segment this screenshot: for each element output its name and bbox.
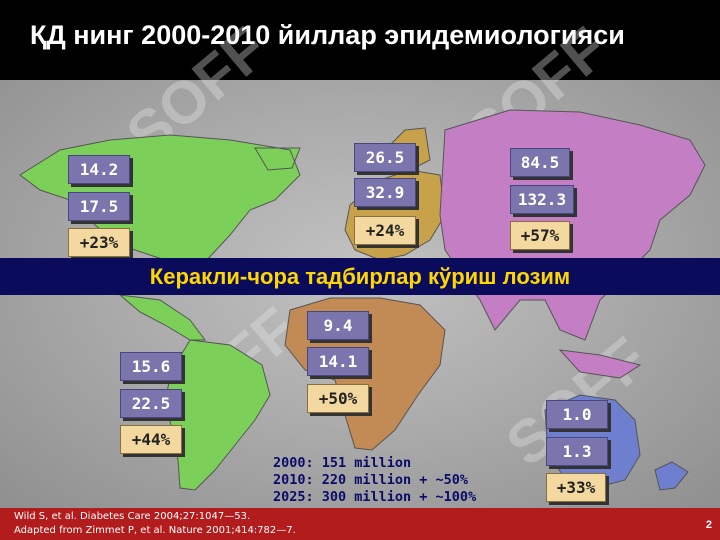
- asia-landmass: [439, 109, 706, 341]
- total-2010: 2010: 220 million + ~50%: [273, 472, 469, 488]
- australia-2010-value: 1.3: [546, 437, 608, 466]
- references: Wild S, et al. Diabetes Care 2004;27:104…: [14, 510, 296, 538]
- reference-2: Adapted from Zimmet P, et al. Nature 200…: [14, 525, 296, 536]
- europe-change: +24%: [354, 216, 416, 245]
- south-america-2010-value: 22.5: [120, 389, 182, 418]
- call-to-action-text: Керакли-чора тадбирлар кўриш лозим: [149, 264, 571, 289]
- africa-2000-value: 9.4: [307, 311, 369, 340]
- europe-2000-value: 26.5: [354, 143, 416, 172]
- new-zealand-landmass: [654, 461, 689, 491]
- south-america-change: +44%: [120, 425, 182, 454]
- asia-2010-value: 132.3: [510, 185, 574, 214]
- africa-change: +50%: [307, 384, 369, 413]
- total-2000: 2000: 151 million: [273, 455, 412, 471]
- australia-change: +33%: [546, 473, 606, 502]
- north-america-2000-value: 14.2: [68, 155, 130, 184]
- southeast-asia-islands: [558, 349, 642, 379]
- slide-title: ҚД нинг 2000-2010 йиллар эпидемиологияси: [30, 20, 625, 50]
- africa-2010-value: 14.1: [307, 347, 369, 376]
- north-america-change: +23%: [68, 228, 130, 257]
- south-america-2000-value: 15.6: [120, 352, 182, 381]
- reference-1: Wild S, et al. Diabetes Care 2004;27:104…: [14, 511, 251, 522]
- page-number: 2: [705, 519, 712, 531]
- north-america-2010-value: 17.5: [68, 192, 130, 221]
- asia-change: +57%: [510, 221, 570, 250]
- asia-2000-value: 84.5: [510, 148, 570, 177]
- europe-2010-value: 32.9: [354, 178, 416, 207]
- total-2025: 2025: 300 million + ~100%: [273, 489, 477, 505]
- title-bar: [0, 0, 720, 80]
- central-america-landmass: [118, 294, 206, 341]
- global-totals: 2000: 151 million 2010: 220 million + ~5…: [273, 455, 476, 506]
- north-america-landmass: [19, 134, 301, 266]
- footer-bar: [0, 508, 720, 540]
- call-to-action-banner: [0, 258, 720, 295]
- australia-2000-value: 1.0: [546, 400, 608, 429]
